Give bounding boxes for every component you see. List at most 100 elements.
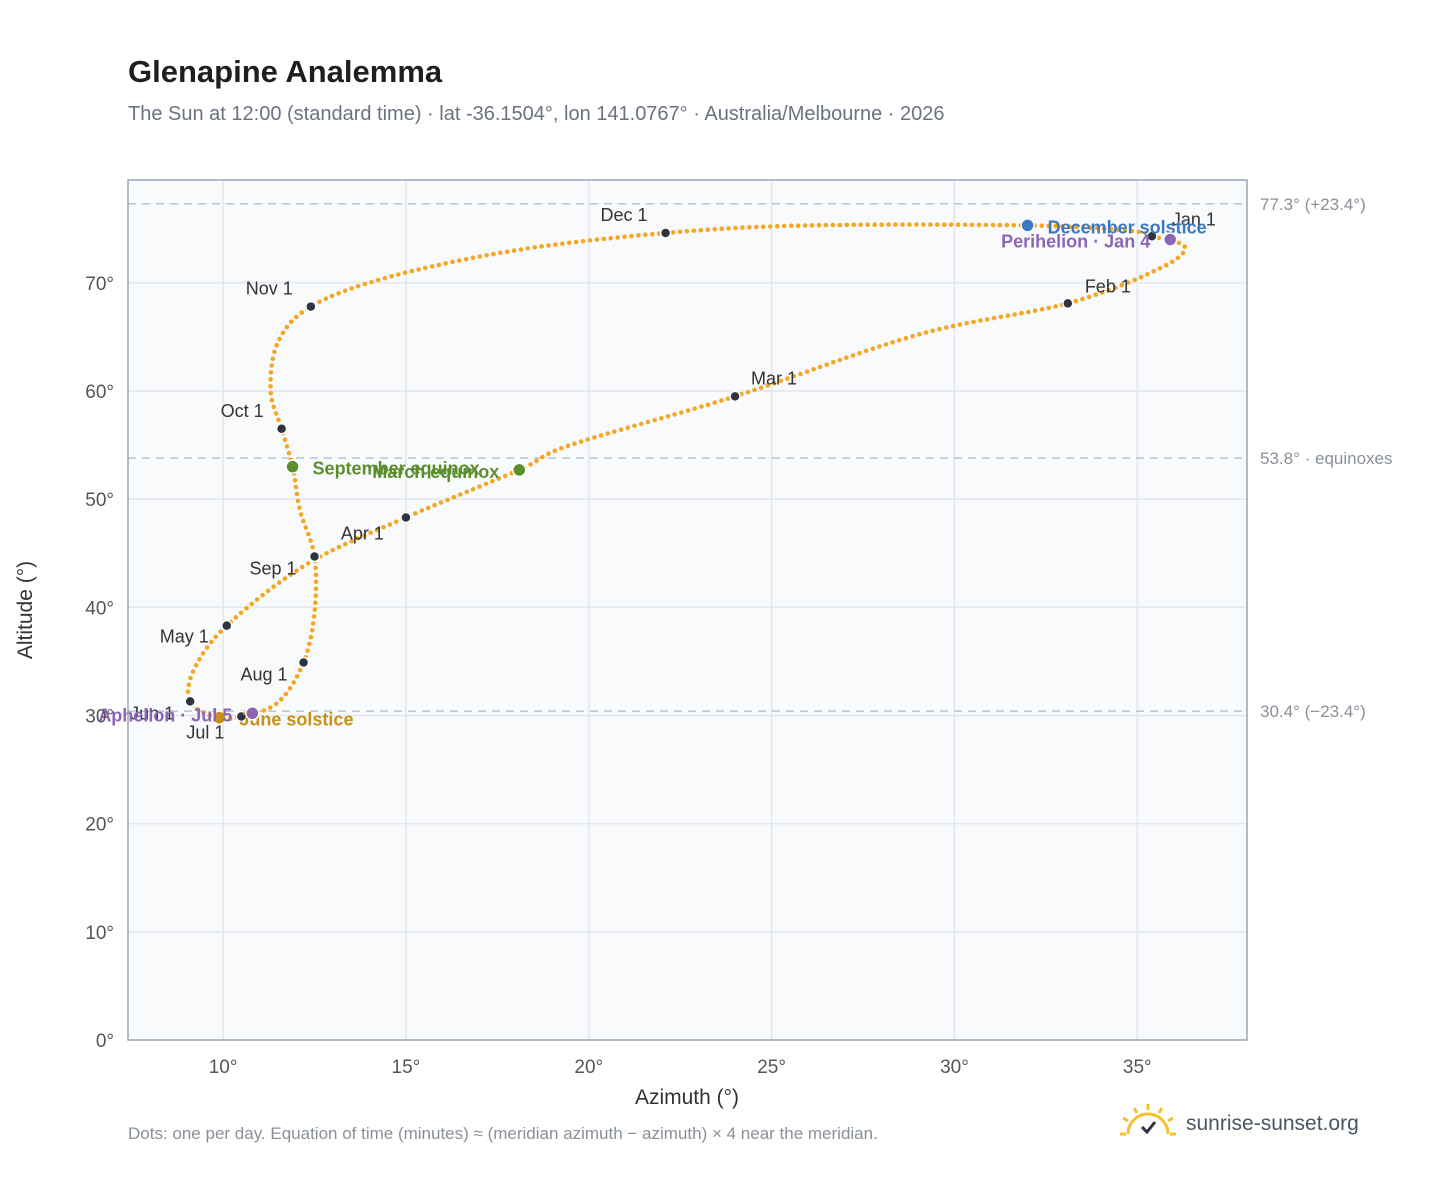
daily-dot	[1138, 274, 1144, 280]
daily-dot	[269, 397, 275, 403]
daily-dot	[573, 239, 579, 245]
daily-dot	[798, 371, 803, 377]
daily-dot	[978, 318, 983, 323]
daily-dot	[587, 238, 593, 243]
daily-dot	[896, 337, 902, 343]
daily-dot	[601, 236, 607, 242]
brand-text: sunrise-sunset.org	[1186, 1112, 1359, 1135]
daily-dot	[615, 235, 620, 240]
daily-dot	[552, 448, 558, 454]
daily-dot	[672, 412, 677, 417]
y-tick-label: 0°	[96, 1031, 114, 1052]
daily-dot	[858, 222, 863, 228]
y-tick-label: 50°	[85, 490, 114, 511]
daily-dot	[768, 224, 773, 229]
daily-dot	[294, 491, 300, 497]
daily-dot	[1119, 282, 1125, 288]
daily-dot	[872, 222, 877, 227]
daily-dot	[1039, 307, 1045, 312]
daily-dot	[955, 222, 961, 227]
y-tick-label: 10°	[85, 923, 114, 944]
daily-dot	[268, 370, 274, 375]
daily-dot	[795, 223, 801, 228]
daily-dot	[560, 241, 565, 246]
daily-dot	[1108, 226, 1114, 232]
daily-dot	[413, 511, 418, 516]
daily-dot	[1081, 225, 1086, 230]
daily-dot	[917, 332, 922, 337]
daily-dot	[679, 410, 684, 415]
month-label: Feb 1	[1085, 276, 1131, 296]
daily-dot	[976, 222, 982, 228]
daily-dot	[1169, 259, 1175, 265]
daily-dot	[1176, 240, 1182, 246]
daily-dot	[532, 245, 537, 250]
month-marker	[305, 300, 317, 313]
daily-dot	[283, 691, 289, 697]
daily-dot	[1175, 255, 1181, 261]
daily-dot	[879, 222, 884, 227]
daily-dot	[1113, 285, 1118, 291]
daily-dot	[594, 237, 600, 242]
event-marker	[1020, 218, 1035, 233]
daily-dot	[831, 360, 836, 365]
daily-dot	[284, 324, 290, 330]
daily-dot	[299, 310, 305, 315]
daily-dot	[823, 222, 829, 228]
daily-dot	[957, 322, 963, 327]
daily-dot	[271, 584, 277, 589]
daily-dot	[483, 481, 489, 487]
daily-dot	[185, 689, 191, 694]
month-label: Jun 1	[130, 703, 174, 723]
daily-dot	[260, 592, 265, 598]
daily-dot	[844, 355, 849, 361]
daily-dot	[307, 641, 312, 647]
daily-dot	[464, 489, 470, 495]
daily-dot	[268, 391, 274, 396]
daily-dot	[998, 314, 1004, 320]
daily-dot	[752, 387, 757, 393]
reference-line-label: 30.4° (−23.4°)	[1260, 702, 1366, 721]
daily-dot	[249, 601, 254, 607]
daily-dot	[733, 225, 738, 231]
x-tick-label: 20°	[574, 1057, 603, 1078]
reference-lines: 77.3° (+23.4°) 53.8° · equinoxes 30.4° (−2…	[128, 195, 1393, 721]
event-label: September equinox	[313, 459, 480, 479]
daily-dot	[213, 634, 219, 640]
daily-dot	[566, 240, 572, 246]
brand-link[interactable]: sunrise-sunset.org	[1120, 1102, 1359, 1147]
daily-dot	[851, 222, 857, 228]
daily-dot	[944, 325, 949, 330]
daily-dot	[712, 226, 717, 232]
daily-dot	[477, 484, 482, 489]
month-label: Dec 1	[601, 205, 648, 225]
daily-dot	[300, 564, 305, 570]
month-marker	[400, 511, 412, 524]
daily-dot	[503, 473, 508, 479]
daily-dot	[923, 330, 929, 335]
daily-dot	[719, 398, 724, 403]
daily-dot	[451, 494, 457, 500]
daily-dot	[313, 572, 319, 578]
month-label: Jan 1	[1172, 209, 1216, 229]
month-marker	[275, 423, 288, 435]
daily-dot	[1180, 250, 1186, 256]
daily-dot	[937, 326, 942, 332]
daily-dot	[297, 505, 302, 511]
daily-dot	[900, 222, 905, 227]
daily-dot	[1106, 287, 1112, 293]
daily-dot	[291, 680, 297, 685]
daily-dot	[269, 363, 275, 368]
daily-dot	[277, 580, 282, 585]
daily-dot	[369, 279, 374, 285]
sun-logo-icon	[1120, 1102, 1176, 1147]
daily-dot	[470, 486, 476, 492]
daily-dot	[1095, 225, 1100, 231]
daily-dot	[935, 222, 940, 227]
daily-dot	[402, 270, 408, 276]
daily-dot	[903, 335, 909, 341]
daily-dot	[292, 478, 298, 483]
daily-dot	[349, 538, 354, 544]
daily-dot	[969, 222, 975, 228]
daily-dot	[1026, 309, 1031, 315]
